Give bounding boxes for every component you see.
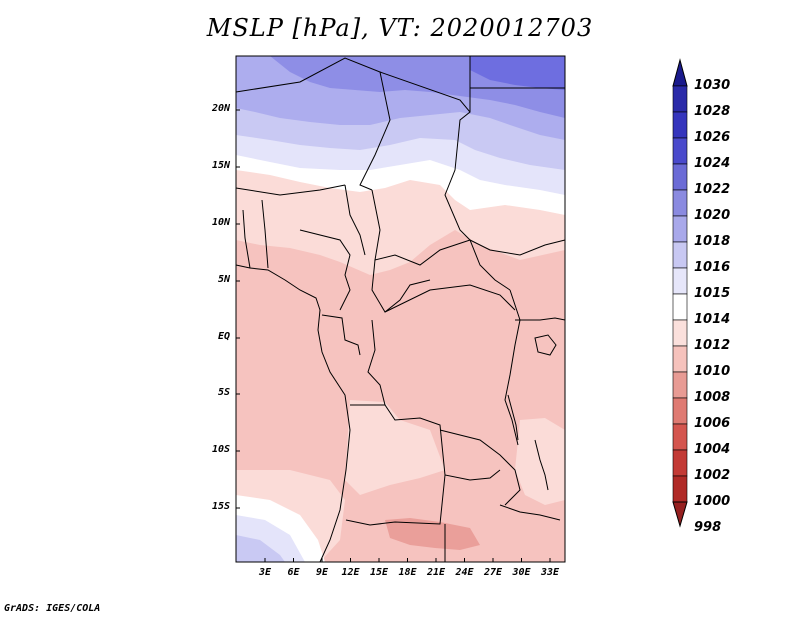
field-1008-south: [385, 518, 480, 550]
field-1024-north: [470, 56, 565, 90]
lon-label: 9E: [315, 567, 329, 578]
lon-label: 18E: [398, 567, 417, 578]
grads-credit: GrADS: IGES/COLA: [4, 603, 101, 614]
map-title: MSLP [hPa], VT: 2020012703: [206, 14, 594, 42]
map-frame: [235, 55, 566, 563]
colorbar-label: 1006: [694, 416, 731, 431]
colorbar-swatch: [672, 423, 688, 451]
lon-label: 30E: [512, 567, 531, 578]
lon-label: 27E: [483, 567, 503, 578]
border-cameroon-car: [371, 259, 431, 313]
colorbar-label: 1014: [694, 312, 731, 327]
colorbar-swatch: [672, 345, 688, 373]
border-zambia: [439, 429, 521, 506]
coastline: [235, 264, 351, 563]
colorbar-label: 1016: [694, 260, 731, 275]
border-north: [235, 57, 391, 191]
border-lake-malawi: [534, 439, 549, 491]
lon-label: 21E: [426, 567, 446, 578]
country-borders: [235, 56, 566, 563]
colorbar-label: 1018: [694, 234, 731, 249]
lon-label: 33E: [540, 567, 560, 578]
colorbar-label: 1015: [694, 286, 731, 301]
colorbar-swatch: [672, 449, 688, 477]
colorbar-swatch: [672, 475, 688, 503]
lat-label: 5N: [217, 274, 230, 285]
colorbar-swatch: [672, 111, 688, 139]
colorbar-label: 1028: [694, 104, 731, 119]
colorbar-swatch: [672, 241, 688, 269]
border-cameroon-west: [344, 184, 366, 256]
border-gabon: [321, 314, 361, 356]
border-angola-drc: [350, 404, 501, 481]
colorbar-swatch: [672, 293, 688, 321]
border-ghana-togo: [242, 209, 251, 269]
colorbar-label: 1020: [694, 208, 731, 223]
lat-label: 20N: [211, 103, 230, 114]
colorbar-swatch: [672, 397, 688, 425]
border-zimbabwe: [499, 504, 561, 521]
lon-label: 15E: [369, 567, 389, 578]
lon-label: 24E: [455, 567, 474, 578]
border-libya-chad: [379, 71, 471, 241]
colorbar-label: 1022: [694, 182, 731, 197]
colorbar-swatch: [672, 163, 688, 191]
lat-label: 5S: [217, 387, 230, 398]
colorbar-swatch: [672, 267, 688, 295]
border-niger-nigeria: [235, 184, 346, 196]
lon-label: 12E: [341, 567, 360, 578]
colorbar: [672, 58, 688, 528]
colorbar-swatch: [672, 189, 688, 217]
colorbar-swatch: [672, 319, 688, 347]
border-chad-car: [371, 189, 511, 291]
colorbar-label: 1030: [694, 78, 731, 93]
field-1016-southwest: [236, 535, 285, 562]
lon-label: 6E: [287, 567, 300, 578]
pressure-fields: [236, 56, 565, 562]
border-lake-victoria: [534, 334, 557, 356]
colorbar-label: 1010: [694, 364, 731, 379]
colorbar-bottom-arrow: [672, 501, 688, 528]
border-benin: [261, 199, 269, 269]
colorbar-swatch: [672, 215, 688, 243]
lat-label: 15N: [211, 160, 230, 171]
border-drc-north: [384, 284, 516, 313]
border-angola-south: [345, 474, 446, 526]
border-nigeria-cameroon: [299, 229, 351, 311]
lat-label: 10S: [211, 444, 230, 455]
lat-label: 10N: [211, 217, 230, 228]
axis-ticks: [236, 109, 551, 562]
border-sudan-south: [469, 239, 566, 256]
colorbar-swatch: [672, 371, 688, 399]
colorbar-label: 1008: [694, 390, 731, 405]
field-1012-angola: [345, 400, 445, 495]
colorbar-label: 1024: [694, 156, 731, 171]
lon-label: 3E: [258, 567, 272, 578]
border-uganda: [515, 317, 566, 321]
colorbar-label: 1000: [694, 494, 731, 509]
lat-label: 15S: [211, 501, 230, 512]
colorbar-label: 1012: [694, 338, 731, 353]
colorbar-swatch: [672, 85, 688, 113]
border-congo-drc: [367, 319, 386, 406]
colorbar-label: 1002: [694, 468, 731, 483]
colorbar-swatch: [672, 137, 688, 165]
colorbar-top-arrow: [672, 58, 688, 87]
lat-label: EQ: [217, 331, 230, 342]
colorbar-label: 1004: [694, 442, 731, 457]
colorbar-label: 1026: [694, 130, 731, 145]
border-lake-tanganyika: [507, 394, 519, 441]
colorbar-label: 998: [694, 520, 722, 535]
